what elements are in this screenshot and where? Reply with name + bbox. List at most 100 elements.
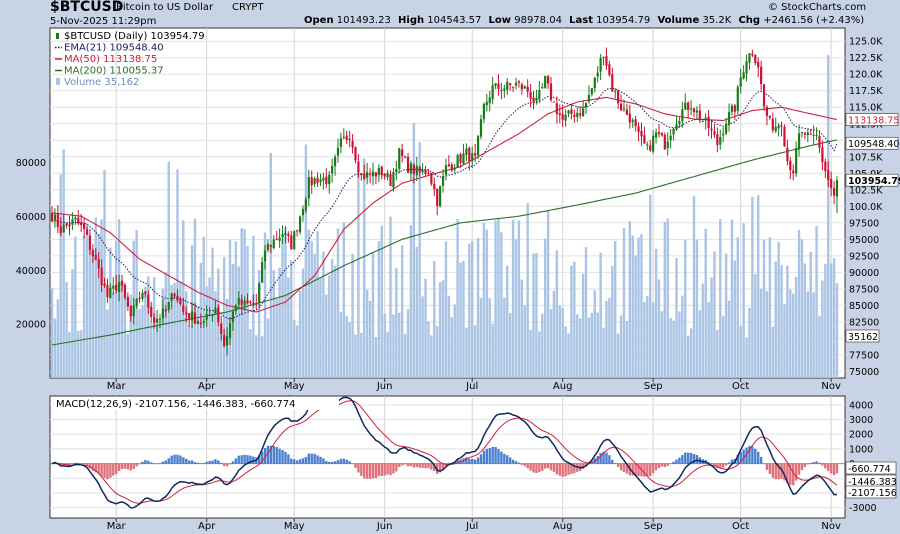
macd-histogram-bar xyxy=(164,460,168,464)
macd-histogram-bar xyxy=(666,463,669,466)
macd-histogram-bar xyxy=(581,463,585,470)
volume-bar xyxy=(380,225,383,378)
volume-bar xyxy=(701,283,704,378)
candle-body xyxy=(418,167,421,173)
macd-histogram-bar xyxy=(573,463,576,474)
candle-body xyxy=(368,173,372,175)
candle-body xyxy=(155,318,159,323)
macd-histogram-bar xyxy=(552,463,556,472)
candle-body xyxy=(348,138,351,140)
candle-body xyxy=(252,302,255,305)
macd-histogram-bar xyxy=(363,463,366,479)
copyright-label: © StockCharts.com xyxy=(768,2,867,13)
macd-histogram-bar xyxy=(765,463,769,470)
candle-body xyxy=(100,267,103,286)
volume-bar xyxy=(357,169,360,378)
volume-bar xyxy=(94,217,97,378)
x-tick-label-macd: May xyxy=(284,521,305,532)
volume-bar xyxy=(759,288,763,378)
symbol-title: $BTCUSD xyxy=(50,0,124,15)
macd-histogram-bar xyxy=(339,458,343,464)
candle-body xyxy=(167,302,170,310)
volume-bar xyxy=(109,247,112,378)
volume-bar xyxy=(164,272,168,378)
x-tick-label-macd: Jul xyxy=(465,521,478,532)
volume-bar xyxy=(266,318,270,378)
macd-histogram-bar xyxy=(637,463,640,477)
macd-y-tick-label: -3000 xyxy=(849,503,877,514)
volume-bar xyxy=(112,292,115,378)
candle-body xyxy=(514,82,518,86)
candle-body xyxy=(97,259,100,269)
candle-body xyxy=(427,172,430,174)
volume-bar xyxy=(421,296,424,378)
macd-histogram-bar xyxy=(278,448,281,464)
candle-body xyxy=(815,134,818,136)
volume-bar xyxy=(144,286,147,378)
candle-body xyxy=(573,114,576,117)
candle-body xyxy=(208,314,211,316)
macd-histogram-bar xyxy=(663,463,667,468)
volume-bar xyxy=(374,336,378,378)
macd-histogram-bar xyxy=(220,462,223,464)
candle-body xyxy=(202,321,205,323)
macd-histogram-bar xyxy=(759,456,763,464)
volume-bar xyxy=(365,289,369,378)
macd-histogram-bar xyxy=(748,445,751,464)
legend-entry: MA(50) 113138.75 xyxy=(64,54,157,65)
macd-histogram-bar xyxy=(319,456,322,464)
macd-histogram-bar xyxy=(167,458,170,464)
candle-body xyxy=(602,56,605,58)
volume-bar xyxy=(106,309,109,378)
candle-body xyxy=(687,102,690,111)
volume-bar xyxy=(532,253,535,378)
volume-bar xyxy=(500,232,503,378)
macd-y-tick-label: 2000 xyxy=(849,430,873,441)
volume-bar xyxy=(187,325,191,378)
volume-bar xyxy=(491,323,494,378)
volume-bar xyxy=(167,161,170,378)
candle-body xyxy=(722,133,725,136)
candle-body xyxy=(593,77,596,89)
macd-histogram-bar xyxy=(342,458,346,464)
macd-histogram-bar xyxy=(576,463,579,472)
macd-histogram-bar xyxy=(797,463,801,475)
candle-body xyxy=(795,148,798,174)
candle-body xyxy=(582,108,585,117)
macd-histogram-bar xyxy=(237,455,240,464)
candle-body xyxy=(459,154,462,163)
volume-bar xyxy=(409,225,413,378)
volume-bar xyxy=(123,295,127,378)
candle-body xyxy=(129,305,132,317)
x-tick-label-price: Mar xyxy=(107,381,127,392)
candle-body xyxy=(503,88,506,91)
macd-histogram-bar xyxy=(596,456,599,464)
volume-bar xyxy=(68,332,71,378)
volume-bar xyxy=(53,318,57,378)
volume-bar xyxy=(354,334,357,378)
volume-bar xyxy=(529,329,532,378)
volume-bar xyxy=(471,241,474,378)
candle-body xyxy=(652,135,655,152)
macd-histogram-bar xyxy=(380,463,383,476)
volume-bar xyxy=(777,242,780,378)
macd-histogram-bar xyxy=(730,459,734,464)
candle-body xyxy=(684,102,687,110)
candle-body xyxy=(141,292,144,299)
macd-histogram-bar xyxy=(789,463,792,485)
volume-bar xyxy=(649,194,652,378)
candle-body xyxy=(272,239,275,249)
candle-body xyxy=(739,77,742,87)
volume-bar xyxy=(797,229,801,378)
candle-body xyxy=(692,108,696,113)
volume-bar xyxy=(82,235,86,378)
volume-bar xyxy=(249,329,252,378)
candle-body xyxy=(138,297,141,300)
macd-histogram-bar xyxy=(158,463,162,465)
macd-histogram-bar xyxy=(68,463,71,466)
macd-histogram-bar xyxy=(824,463,827,469)
y-tick-label: 85000 xyxy=(849,301,879,312)
volume-bar xyxy=(322,251,325,378)
macd-histogram-bar xyxy=(768,463,772,474)
x-tick-label-macd: Nov xyxy=(821,521,841,532)
